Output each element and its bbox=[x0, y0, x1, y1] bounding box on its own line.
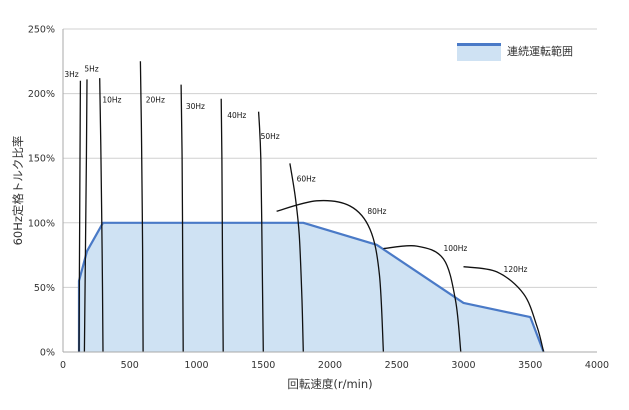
frequency-label-60hz: 60Hz bbox=[297, 174, 316, 183]
x-tick-label: 4000 bbox=[585, 360, 609, 371]
frequency-label-3hz: 3Hz bbox=[64, 70, 78, 79]
frequency-curve-60hz bbox=[289, 163, 304, 353]
y-tick-label: 250% bbox=[28, 25, 55, 36]
legend-swatch-fill bbox=[457, 43, 501, 61]
x-tick-label: 500 bbox=[121, 360, 139, 371]
frequency-label-80hz: 80Hz bbox=[367, 207, 386, 216]
x-tick-label: 0 bbox=[60, 360, 66, 371]
x-tick-label: 2000 bbox=[318, 360, 342, 371]
frequency-curve-50hz bbox=[257, 111, 264, 353]
x-tick-label: 2500 bbox=[385, 360, 409, 371]
continuous-operation-area bbox=[79, 222, 544, 352]
frequency-curve-10hz bbox=[99, 78, 104, 353]
frequency-label-100hz: 100Hz bbox=[443, 244, 467, 253]
frequency-curve-40hz bbox=[220, 98, 224, 353]
x-axis-title: 回転速度(r/min) bbox=[287, 377, 372, 391]
y-tick-label: 100% bbox=[28, 218, 55, 229]
x-tick-label: 3000 bbox=[451, 360, 475, 371]
y-tick-label: 200% bbox=[28, 89, 55, 100]
frequency-label-50hz: 50Hz bbox=[261, 132, 280, 141]
y-tick-label: 50% bbox=[34, 283, 55, 294]
area-layer bbox=[77, 221, 545, 353]
frequency-label-5hz: 5Hz bbox=[84, 65, 98, 74]
legend-label: 連続運転範囲 bbox=[507, 44, 573, 58]
continuous-operation-boundary bbox=[77, 221, 545, 353]
x-tick-label: 1500 bbox=[251, 360, 275, 371]
frequency-curve-5hz bbox=[83, 79, 88, 353]
frequency-label-10hz: 10Hz bbox=[102, 96, 121, 105]
y-tick-label: 0% bbox=[40, 348, 55, 359]
x-tick-label: 3500 bbox=[518, 360, 542, 371]
y-tick-label: 150% bbox=[28, 154, 55, 165]
frequency-curve-80hz bbox=[276, 199, 385, 353]
frequency-label-40hz: 40Hz bbox=[227, 111, 246, 120]
frequency-curve-120hz bbox=[463, 266, 545, 353]
frequency-curve-layer: 3Hz 5Hz 10Hz 20Hz 30Hz 40Hz 50Hz 60Hz 80Hz 100Hz 1… bbox=[64, 61, 545, 353]
y-axis-title: 60Hz定格トルク比率 bbox=[11, 136, 25, 246]
frequency-curve-100hz bbox=[383, 245, 462, 353]
frequency-curve-3hz bbox=[78, 80, 82, 353]
frequency-label-20hz: 20Hz bbox=[146, 96, 165, 105]
frequency-curve-30hz bbox=[180, 84, 184, 353]
legend: 連続運転範囲 bbox=[457, 43, 573, 61]
axis-layer: 0% 50% 100% 150% 200% 250% 0 500 1000 1500 2000 250… bbox=[11, 25, 609, 392]
x-tick-label: 1000 bbox=[184, 360, 208, 371]
frequency-label-30hz: 30Hz bbox=[186, 102, 205, 111]
frequency-label-120hz: 120Hz bbox=[504, 265, 528, 274]
frequency-curve-20hz bbox=[139, 61, 144, 353]
